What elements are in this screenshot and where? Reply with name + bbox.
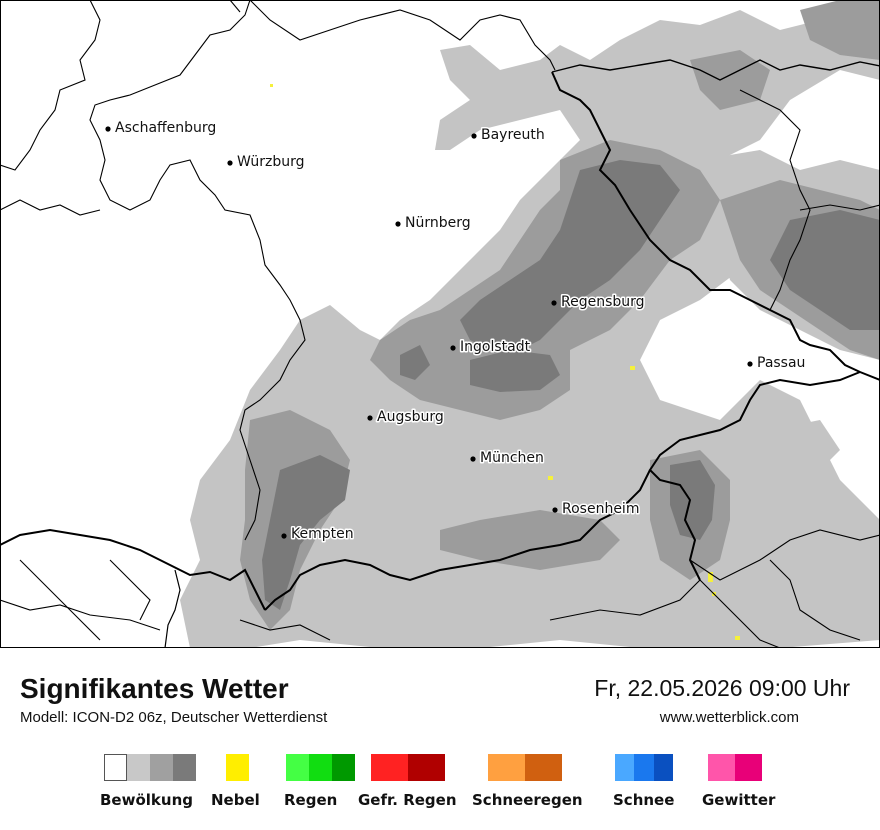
legend-swatch (735, 754, 762, 781)
legend-swatch (173, 754, 196, 781)
legend-swatch (615, 754, 634, 781)
map-title: Signifikantes Wetter (20, 673, 289, 704)
cloud-dark-layer (262, 160, 880, 610)
legend-swatch (371, 754, 408, 781)
legend-nebel: Nebel (211, 754, 260, 809)
city-label: Bayreuth (481, 127, 545, 143)
legend-swatches (708, 754, 762, 781)
city-halo: Kempten (291, 526, 354, 542)
city-label: Passau (757, 355, 805, 371)
city-halo: Regensburg (561, 294, 645, 310)
border-lines (0, 0, 880, 648)
city-halo: München (480, 450, 544, 466)
city-label: Kempten (291, 526, 354, 542)
city-muenchen: München München (470, 449, 545, 468)
city-halo: Augsburg (377, 409, 444, 425)
legend-swatches (226, 754, 249, 781)
city-halo: Aschaffenburg (115, 120, 216, 136)
legend-swatch (150, 754, 173, 781)
legend-swatch (104, 754, 127, 781)
legend-gefr-regen: Gefr. Regen (358, 754, 457, 809)
legend-swatches (615, 754, 673, 781)
city-label: München (480, 450, 544, 466)
legend-swatches (371, 754, 445, 781)
legend-swatches (104, 754, 196, 781)
city-passau: Passau Passau (747, 354, 807, 373)
legend-label: Nebel (211, 791, 260, 809)
city-markers: Aschaffenburg Aschaffenburg Würzburg Wür… (105, 119, 807, 544)
city-augsburg: Augsburg Augsburg (367, 408, 445, 427)
city-halo: Nürnberg (405, 215, 471, 231)
legend-swatch (309, 754, 332, 781)
map-canvas: Aschaffenburg Aschaffenburg Würzburg Wür… (0, 0, 880, 648)
city-label: Regensburg (561, 294, 645, 310)
legend-label: Bewölkung (100, 791, 193, 809)
city-halo: Passau (757, 355, 805, 371)
city-bayreuth: Bayreuth Bayreuth (471, 126, 546, 145)
city-halo: Würzburg (237, 154, 304, 170)
city-halo: Ingolstadt (460, 339, 531, 355)
city-aschaffenburg: Aschaffenburg Aschaffenburg (105, 119, 218, 138)
city-rosenheim: Rosenheim Rosenheim (552, 500, 641, 519)
legend-swatches (286, 754, 355, 781)
legend-bewoelkung: Bewölkung (100, 754, 196, 809)
legend-label: Gefr. Regen (358, 791, 457, 809)
city-wuerzburg: Würzburg Würzburg (227, 153, 306, 172)
legend-swatch (654, 754, 673, 781)
city-nuernberg: Nürnberg Nürnberg (395, 214, 472, 233)
city-halo: Rosenheim (562, 501, 639, 517)
legend-swatch (286, 754, 309, 781)
city-label: Augsburg (377, 409, 444, 425)
legend-swatch (525, 754, 562, 781)
legend-label: Regen (284, 791, 338, 809)
website-link[interactable]: www.wetterblick.com (659, 709, 799, 726)
forecast-datetime: Fr, 22.05.2026 09:00 Uhr (594, 675, 850, 701)
model-source: Modell: ICON-D2 06z, Deutscher Wetterdie… (20, 709, 328, 726)
legend-swatch (226, 754, 249, 781)
city-label: Ingolstadt (460, 339, 531, 355)
city-ingolstadt: Ingolstadt Ingolstadt (450, 338, 532, 357)
city-halo: Bayreuth (481, 127, 545, 143)
legend-swatch (488, 754, 525, 781)
city-label: Nürnberg (405, 215, 471, 231)
legend-swatch (408, 754, 445, 781)
legend: Bewölkung Nebel Regen Gefr. Regen (0, 754, 880, 814)
legend-swatch (708, 754, 735, 781)
legend-label: Schnee (613, 791, 675, 809)
city-label: Rosenheim (562, 501, 639, 517)
city-label: Aschaffenburg (115, 120, 216, 136)
footer-panel: Signifikantes Wetter Modell: ICON-D2 06z… (0, 648, 880, 830)
legend-schneeregen: Schneeregen (472, 754, 583, 809)
weather-map: Aschaffenburg Aschaffenburg Würzburg Wür… (0, 0, 880, 648)
legend-label: Gewitter (702, 791, 776, 809)
city-kempten: Kempten Kempten (281, 525, 355, 544)
city-regensburg: Regensburg Regensburg (551, 293, 646, 312)
legend-swatches (488, 754, 562, 781)
legend-swatch (332, 754, 355, 781)
legend-label: Schneeregen (472, 791, 583, 809)
city-label: Würzburg (237, 154, 304, 170)
legend-regen: Regen (284, 754, 355, 809)
legend-swatch (127, 754, 150, 781)
legend-swatch (634, 754, 654, 781)
legend-gewitter: Gewitter (702, 754, 775, 809)
legend-schnee: Schnee (613, 754, 674, 809)
